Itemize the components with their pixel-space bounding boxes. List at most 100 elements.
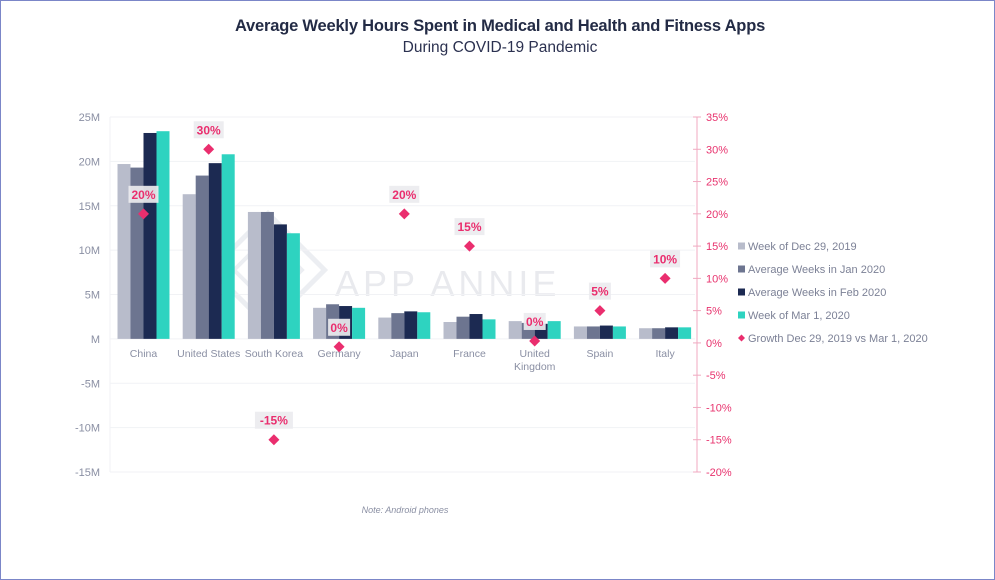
- growth-point: [138, 208, 149, 220]
- chart-note: Note: Android phones: [362, 505, 449, 515]
- chart-title: Average Weekly Hours Spent in Medical an…: [234, 17, 766, 35]
- bar: [156, 131, 170, 339]
- bar: [456, 316, 470, 339]
- data-label: 20%: [131, 188, 155, 202]
- right-tick-label: 30%: [706, 144, 728, 156]
- right-axis: 35% 30% 25% 20% 15% 10% 5% 0% -5% -10% -15% -20%: [693, 112, 732, 479]
- legend-swatch: [738, 288, 745, 296]
- bar: [182, 194, 196, 339]
- right-tick-label: -20%: [706, 467, 732, 479]
- bar: [652, 328, 666, 339]
- data-label-bg: [389, 185, 420, 203]
- bar: [352, 307, 366, 339]
- legend-label: Average Weeks in Jan 2020: [748, 264, 885, 276]
- left-tick-label: 10M: [79, 245, 100, 257]
- bar: [508, 321, 522, 339]
- growth-point: [268, 434, 280, 446]
- left-tick-label: 20M: [79, 156, 100, 168]
- bar: [573, 326, 587, 339]
- legend: Week of Dec 29, 2019 Average Weeks in Jan…: [738, 241, 928, 345]
- category-label: Japan: [390, 348, 419, 360]
- bar: [221, 154, 235, 339]
- right-tick-label: 35%: [706, 112, 728, 124]
- bar: [599, 325, 613, 339]
- category-label: South Korea: [245, 348, 304, 360]
- left-tick-label: 25M: [79, 112, 100, 124]
- growth-point: [203, 143, 215, 155]
- growth-point: [464, 240, 475, 252]
- bars: [117, 131, 692, 339]
- category-label: United: [520, 348, 551, 360]
- bar: [547, 321, 561, 339]
- right-tick-label: 20%: [706, 209, 728, 221]
- data-label-bg: [193, 121, 224, 139]
- right-tick-label: 25%: [706, 177, 728, 189]
- bar: [678, 327, 692, 339]
- data-label: 20%: [392, 188, 416, 202]
- left-tick-label: 15M: [79, 201, 100, 213]
- right-tick-label: 0%: [706, 338, 722, 350]
- category-label: Germany: [318, 348, 362, 360]
- legend-label: Growth Dec 29, 2019 vs Mar 1, 2020: [748, 333, 928, 345]
- right-tick-label: 5%: [706, 306, 722, 318]
- right-tick-label: -10%: [706, 402, 732, 414]
- data-label: -15%: [260, 414, 288, 428]
- legend-label: Week of Mar 1, 2020: [748, 310, 850, 322]
- data-label: 10%: [653, 252, 677, 266]
- data-label: 0%: [526, 315, 544, 329]
- category-label: Spain: [586, 348, 613, 360]
- bar: [665, 327, 679, 339]
- category-label: Kingdom: [514, 361, 556, 373]
- data-label: 30%: [197, 123, 221, 137]
- growth-point: [659, 272, 671, 284]
- bar: [286, 233, 300, 339]
- category-label: France: [453, 348, 486, 360]
- growth-point: [333, 341, 345, 353]
- right-tick-label: 10%: [706, 273, 728, 285]
- legend-swatch: [738, 334, 745, 342]
- bar: [612, 326, 626, 339]
- bar: [469, 314, 483, 339]
- bar: [143, 132, 157, 339]
- data-label-bg: [523, 312, 546, 330]
- bar: [639, 328, 653, 339]
- left-tick-label: -10M: [75, 423, 100, 435]
- bar: [378, 317, 392, 339]
- category-labels: China United States South Korea Germany Japa…: [130, 348, 676, 373]
- growth-point: [398, 208, 410, 220]
- data-label-bg: [650, 250, 681, 268]
- growth-points: 20% 30% -15% 0% 20% 15% 0% 5% 10%: [128, 121, 681, 446]
- left-axis: 25M 20M 15M 10M 5M M -5M -10M -15M: [75, 112, 111, 479]
- data-label: 0%: [330, 321, 348, 335]
- bar: [443, 322, 457, 339]
- data-label: 15%: [457, 220, 481, 234]
- bar: [313, 307, 327, 339]
- legend-swatch: [738, 311, 745, 319]
- bar: [404, 311, 418, 339]
- growth-point: [594, 305, 606, 317]
- data-label: 5%: [591, 285, 609, 299]
- bar: [391, 313, 405, 339]
- bar: [586, 326, 600, 339]
- bar: [247, 211, 261, 339]
- data-label-bg: [454, 218, 485, 236]
- legend-swatch: [738, 242, 745, 250]
- chart-subtitle: During COVID-19 Pandemic: [402, 39, 598, 56]
- watermark-text: APP ANNIE: [335, 263, 560, 304]
- category-label: China: [130, 348, 158, 360]
- left-tick-label: -15M: [75, 467, 100, 479]
- growth-point: [529, 335, 541, 347]
- legend-swatch: [738, 265, 745, 273]
- right-tick-label: -15%: [706, 435, 732, 447]
- data-label-bg: [588, 282, 611, 300]
- bar: [260, 211, 274, 339]
- bar: [482, 319, 496, 339]
- left-tick-label: M: [91, 334, 100, 346]
- right-tick-label: 15%: [706, 241, 728, 253]
- data-label-bg: [328, 318, 351, 336]
- bar: [417, 312, 431, 339]
- bar: [208, 163, 222, 339]
- category-label: Italy: [655, 348, 675, 360]
- bar: [130, 167, 144, 339]
